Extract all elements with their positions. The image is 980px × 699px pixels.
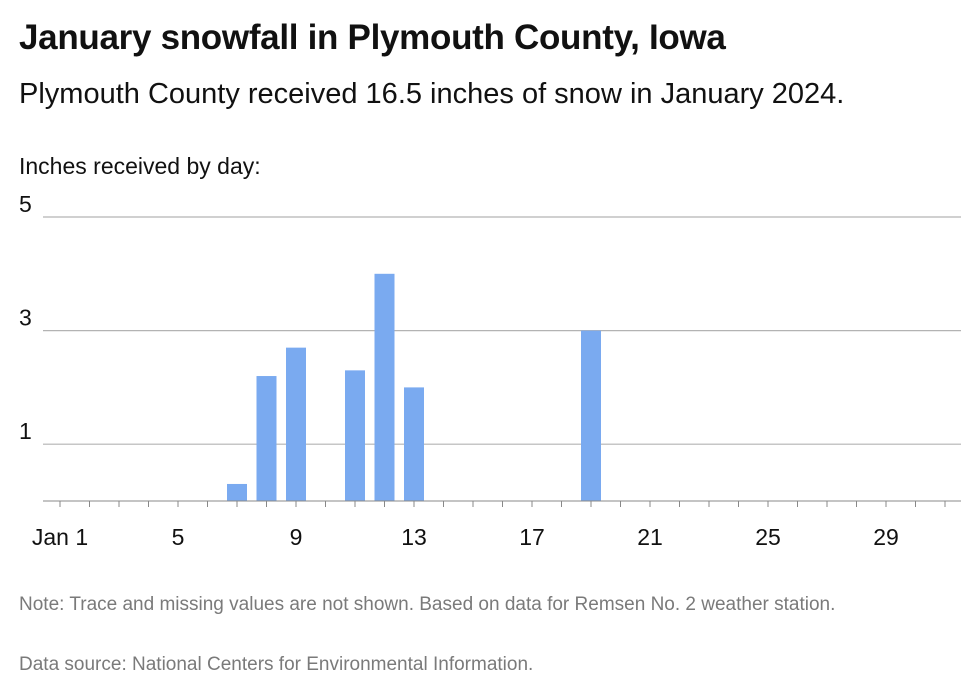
bar-jan-13: [404, 387, 424, 501]
data-source: Data source: National Centers for Enviro…: [19, 654, 534, 675]
gridlines: [43, 216, 961, 445]
chart-title: January snowfall in Plymouth County, Iow…: [19, 18, 726, 57]
x-tick-label: Jan 1: [32, 524, 88, 550]
bar-jan-7: [227, 483, 247, 501]
chart-note: Note: Trace and missing values are not s…: [19, 594, 836, 615]
bar-jan-12: [374, 273, 395, 501]
x-tick-label: 21: [637, 524, 663, 550]
x-tick-label: 17: [519, 524, 545, 550]
x-axis: [43, 500, 961, 507]
bar-jan-8: [256, 376, 277, 501]
y-tick-label: 5: [19, 191, 32, 217]
bar-jan-9: [286, 347, 306, 501]
x-tick-label: 29: [873, 524, 899, 550]
x-tick-label: 13: [401, 524, 427, 550]
y-tick-label: 3: [19, 305, 32, 331]
chart-subtitle: Plymouth County received 16.5 inches of …: [19, 78, 845, 110]
bars: [227, 273, 601, 501]
x-tick-labels: Jan 1 5 9 13 17 21 25 29: [32, 524, 899, 550]
bar-jan-11: [345, 370, 365, 501]
y-axis-label: Inches received by day:: [19, 153, 261, 179]
x-tick-label: 9: [290, 524, 303, 550]
x-tick-label: 5: [172, 524, 185, 550]
y-tick-label: 1: [19, 418, 32, 444]
bar-jan-19: [581, 330, 601, 501]
snowfall-bar-chart: 135 Jan 1 5 9 13 17 21 25 29: [19, 191, 961, 550]
x-tick-label: 25: [755, 524, 781, 550]
y-tick-labels: 1 3 5: [19, 191, 32, 444]
